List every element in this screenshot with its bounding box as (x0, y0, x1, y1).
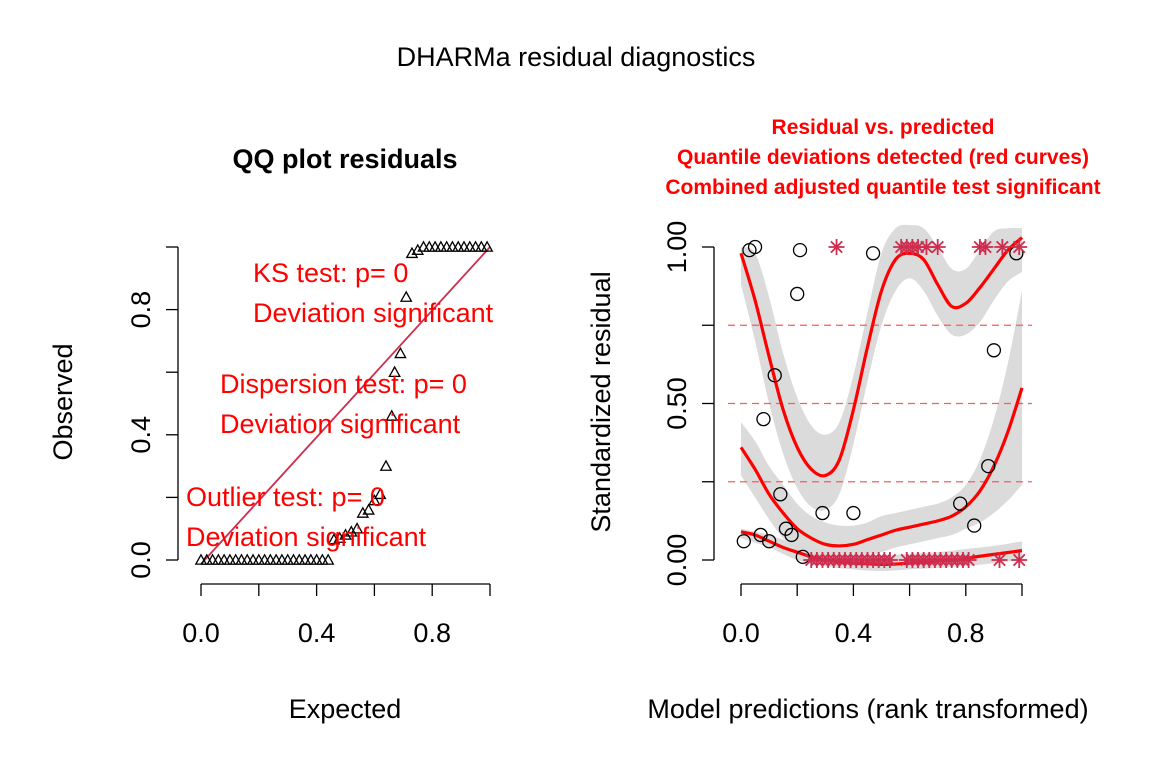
quantile-curve-0.5 (739, 387, 1024, 548)
quantile-confidence-bands (741, 224, 1022, 571)
quantile-band-0.75 (741, 224, 1022, 511)
residual-y-tick-label: 0.50 (662, 377, 692, 430)
outlier-test-line2: Deviation significant (186, 522, 427, 552)
residual-title-line3: Combined adjusted quantile test signific… (665, 176, 1100, 199)
outlier-star (828, 239, 845, 255)
qq-point (362, 503, 375, 515)
outlier-star (994, 239, 1011, 255)
qq-y-tick-label: 0.8 (126, 291, 156, 329)
qq-point (394, 346, 407, 359)
qq-annotations: KS test: p= 0 Deviation significant Disp… (186, 258, 494, 552)
qq-x-tick-label: 0.0 (182, 618, 220, 648)
qq-point (333, 531, 347, 543)
residual-point (865, 246, 881, 261)
qq-y-ticks: 0.0 0.4 0.8 (126, 246, 178, 579)
qq-y-tick-label: 0.4 (126, 416, 156, 454)
residual-y-label: Standardized residual (586, 271, 616, 532)
outlier-star (977, 239, 994, 255)
residual-title: Residual vs. predicted Quantile deviatio… (665, 116, 1100, 199)
residual-point (790, 286, 805, 302)
qq-point (350, 522, 364, 534)
residual-point (767, 368, 782, 383)
qq-point (388, 365, 401, 378)
qq-point (385, 409, 399, 421)
qq-x-ticks: 0.0 0.4 0.8 (182, 584, 491, 648)
qq-point (339, 528, 352, 540)
qq-x-tick-label: 0.8 (413, 618, 451, 648)
residual-x-label: Model predictions (rank transformed) (647, 694, 1088, 724)
qq-y-label: Observed (48, 343, 78, 460)
qq-reference-line (200, 246, 491, 565)
qq-point (405, 246, 419, 259)
quantile-reference-lines (728, 324, 1032, 483)
residual-y-tick-label: 0.00 (662, 534, 692, 587)
outlier-points (803, 239, 1028, 568)
residual-x-tick-label: 0.4 (835, 618, 873, 648)
qq-x-label: Expected (289, 694, 402, 724)
residual-point (756, 411, 771, 427)
residual-point (815, 505, 830, 521)
outlier-star (960, 552, 977, 568)
outlier-star (881, 552, 898, 568)
qq-points (194, 240, 494, 565)
residual-point (792, 242, 808, 258)
outlier-star (1011, 552, 1028, 568)
dispersion-test-line1: Dispersion test: p= 0 (220, 369, 467, 399)
quantile-regression-curves (739, 236, 1024, 566)
main-title: DHARMa residual diagnostics (396, 42, 756, 72)
residual-point (773, 487, 788, 502)
quantile-curve-0.75 (739, 236, 1024, 478)
residual-point (981, 458, 996, 474)
residual-y-tick-label: 1.00 (662, 221, 692, 274)
qq-title: QQ plot residuals (232, 144, 457, 174)
residual-x-tick-label: 0.8 (947, 618, 985, 648)
outlier-star (1011, 239, 1028, 255)
qq-x-tick-label: 0.4 (298, 618, 336, 648)
ks-test-line1: KS test: p= 0 (253, 258, 408, 288)
outlier-test-line1: Outlier test: p= 0 (186, 482, 385, 512)
residual-point (967, 518, 982, 533)
qq-point (399, 290, 413, 302)
qq-point (379, 459, 393, 471)
residual-title-line2: Quantile deviations detected (red curves… (677, 146, 1089, 169)
qq-point (356, 506, 370, 518)
dispersion-test-line2: Deviation significant (220, 409, 461, 439)
outlier-star (918, 239, 935, 255)
ks-test-line2: Deviation significant (253, 298, 494, 328)
residual-x-ticks: 0.0 0.4 0.8 (722, 584, 1023, 648)
residual-x-tick-label: 0.0 (722, 618, 760, 648)
qq-point (344, 525, 358, 537)
qq-point (480, 240, 494, 252)
residual-point (986, 343, 1002, 358)
residual-point (784, 527, 799, 543)
residual-point (846, 505, 861, 521)
qq-point (321, 553, 335, 565)
quantile-curve-0.25 (740, 530, 1023, 566)
outlier-star (929, 239, 946, 255)
qq-point (373, 487, 387, 500)
residual-panel: Residual vs. predicted Quantile deviatio… (586, 116, 1101, 724)
residual-point (747, 239, 763, 255)
qq-point (368, 493, 381, 506)
qq-y-tick-label: 0.0 (126, 541, 156, 579)
residual-point (736, 534, 751, 549)
residual-y-ticks: 0.00 0.50 1.00 (662, 221, 714, 587)
residual-point (761, 534, 777, 549)
residual-title-line1: Residual vs. predicted (772, 116, 995, 139)
outlier-star (991, 552, 1008, 568)
qq-panel: QQ plot residuals 0.0 0.4 0.8 0.0 0.4 0.8 Ex… (48, 144, 494, 724)
residual-point (953, 496, 968, 511)
qq-point (411, 243, 425, 255)
